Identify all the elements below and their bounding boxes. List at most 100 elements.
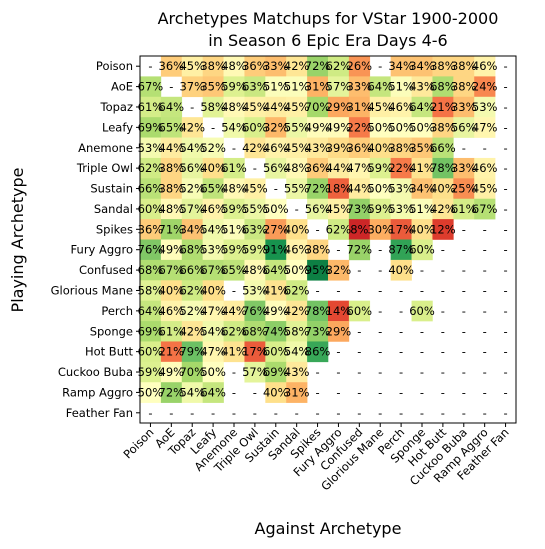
- cell-value-label: 46%: [200, 202, 226, 216]
- heatmap-cell: [265, 382, 287, 403]
- heatmap-cell: [160, 137, 183, 159]
- y-tick-label: Ramp Aggro: [62, 385, 133, 399]
- cell-value-label: 52%: [179, 304, 205, 318]
- heatmap-cell: [181, 321, 203, 342]
- cell-value-label: -: [503, 182, 507, 196]
- cell-value-label: -: [462, 263, 466, 277]
- cell-value-label: 59%: [221, 243, 247, 257]
- heatmap-cell: [369, 96, 391, 118]
- cell-value-label: -: [503, 120, 507, 134]
- y-tick-label: AoE: [111, 80, 133, 94]
- heatmap-cell: [307, 178, 329, 200]
- heatmap-cell: [160, 117, 183, 138]
- heatmap-cell: [390, 157, 412, 179]
- cell-value-label: 61%: [221, 161, 247, 175]
- cell-value-label: 76%: [138, 243, 164, 257]
- cell-value-label: -: [357, 406, 361, 420]
- cell-value-label: 66%: [138, 182, 164, 196]
- heatmap-cell: [432, 137, 454, 159]
- heatmap-cell: [202, 321, 224, 342]
- cell-value-label: 62%: [326, 59, 352, 73]
- cell-value-label: 31%: [305, 80, 331, 94]
- cell-value-label: 34%: [179, 222, 205, 236]
- cell-value-label: -: [483, 304, 487, 318]
- cell-value-label: 61%: [159, 324, 185, 338]
- cell-value-label: -: [357, 365, 361, 379]
- cell-value-label: -: [378, 406, 382, 420]
- cell-value-label: -: [483, 324, 487, 338]
- heatmap-cell: [244, 321, 266, 342]
- heatmap-cell: [140, 117, 162, 138]
- cell-value-label: -: [462, 406, 466, 420]
- heatmap-cell: [286, 178, 308, 200]
- cell-value-label: 43%: [409, 80, 435, 94]
- cell-value-label: 45%: [179, 59, 205, 73]
- cell-value-label: 59%: [221, 202, 247, 216]
- cell-value-label: 17%: [242, 345, 268, 359]
- cell-value-label: 22%: [347, 120, 373, 134]
- cell-value-label: 45%: [284, 100, 310, 114]
- cell-value-label: 60%: [242, 120, 268, 134]
- cell-value-label: 41%: [409, 161, 435, 175]
- cell-value-label: -: [399, 283, 403, 297]
- heatmap-cell: [286, 361, 308, 383]
- heatmap-cell: [160, 382, 183, 403]
- cell-value-label: 36%: [138, 222, 164, 236]
- cell-value-label: -: [503, 202, 507, 216]
- cell-value-label: 68%: [179, 243, 205, 257]
- cell-value-label: -: [483, 263, 487, 277]
- heatmap-cell: [432, 198, 454, 220]
- cell-value-label: 58%: [200, 100, 226, 114]
- cell-value-label: 47%: [200, 345, 226, 359]
- cell-value-label: -: [169, 80, 173, 94]
- cell-value-label: 38%: [388, 141, 414, 155]
- heatmap-cell: [411, 96, 433, 118]
- heatmap-cell: [160, 56, 183, 77]
- heatmap-cell: [202, 198, 224, 220]
- cell-value-label: -: [315, 222, 319, 236]
- cell-value-label: 47%: [200, 304, 226, 318]
- heatmap-cell: [390, 239, 412, 261]
- cell-value-label: 42%: [179, 120, 205, 134]
- heatmap-cell: [265, 361, 287, 383]
- cell-value-label: 65%: [200, 182, 226, 196]
- heatmap-cell: [202, 76, 224, 98]
- y-tick-label: Sustain: [90, 182, 133, 196]
- y-tick-label: Spikes: [96, 222, 133, 236]
- cell-value-label: 65%: [159, 120, 185, 134]
- cell-value-label: -: [503, 324, 507, 338]
- heatmap-cell: [223, 341, 245, 363]
- heatmap-cell: [244, 280, 266, 301]
- heatmap-cell: [432, 157, 454, 179]
- cell-value-label: 50%: [284, 263, 310, 277]
- cell-value-label: 42%: [430, 202, 456, 216]
- cell-value-label: 55%: [284, 182, 310, 196]
- cell-value-label: 33%: [451, 100, 477, 114]
- heatmap-cell: [286, 259, 308, 281]
- heatmap-cell: [140, 341, 162, 363]
- cell-value-label: 48%: [221, 182, 247, 196]
- cell-value-label: 95%: [305, 263, 331, 277]
- cell-value-label: 72%: [347, 243, 373, 257]
- heatmap-cell: [328, 300, 350, 322]
- heatmap-cell: [453, 117, 475, 138]
- cell-value-label: -: [378, 263, 382, 277]
- cell-value-label: 46%: [159, 304, 185, 318]
- heatmap-cell: [244, 239, 266, 261]
- heatmap-cell: [244, 341, 266, 363]
- cell-value-label: 38%: [305, 243, 331, 257]
- cell-value-label: 61%: [138, 100, 164, 114]
- cell-value-label: -: [503, 59, 507, 73]
- heatmap-cell: [286, 239, 308, 261]
- heatmap-cell: [390, 117, 412, 138]
- heatmap-cell: [265, 198, 287, 220]
- heatmap-cell: [202, 361, 224, 383]
- cell-value-label: -: [336, 243, 340, 257]
- cell-value-label: -: [190, 100, 194, 114]
- cell-value-label: 52%: [200, 141, 226, 155]
- cell-value-label: 72%: [159, 385, 185, 399]
- heatmap-cell: [307, 239, 329, 261]
- cell-value-label: 69%: [263, 365, 289, 379]
- heatmap-cell: [411, 157, 433, 179]
